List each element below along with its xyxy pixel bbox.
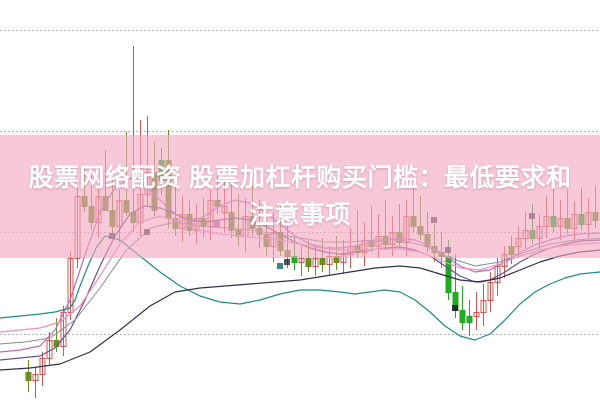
candlestick-series[interactable] xyxy=(25,46,599,398)
